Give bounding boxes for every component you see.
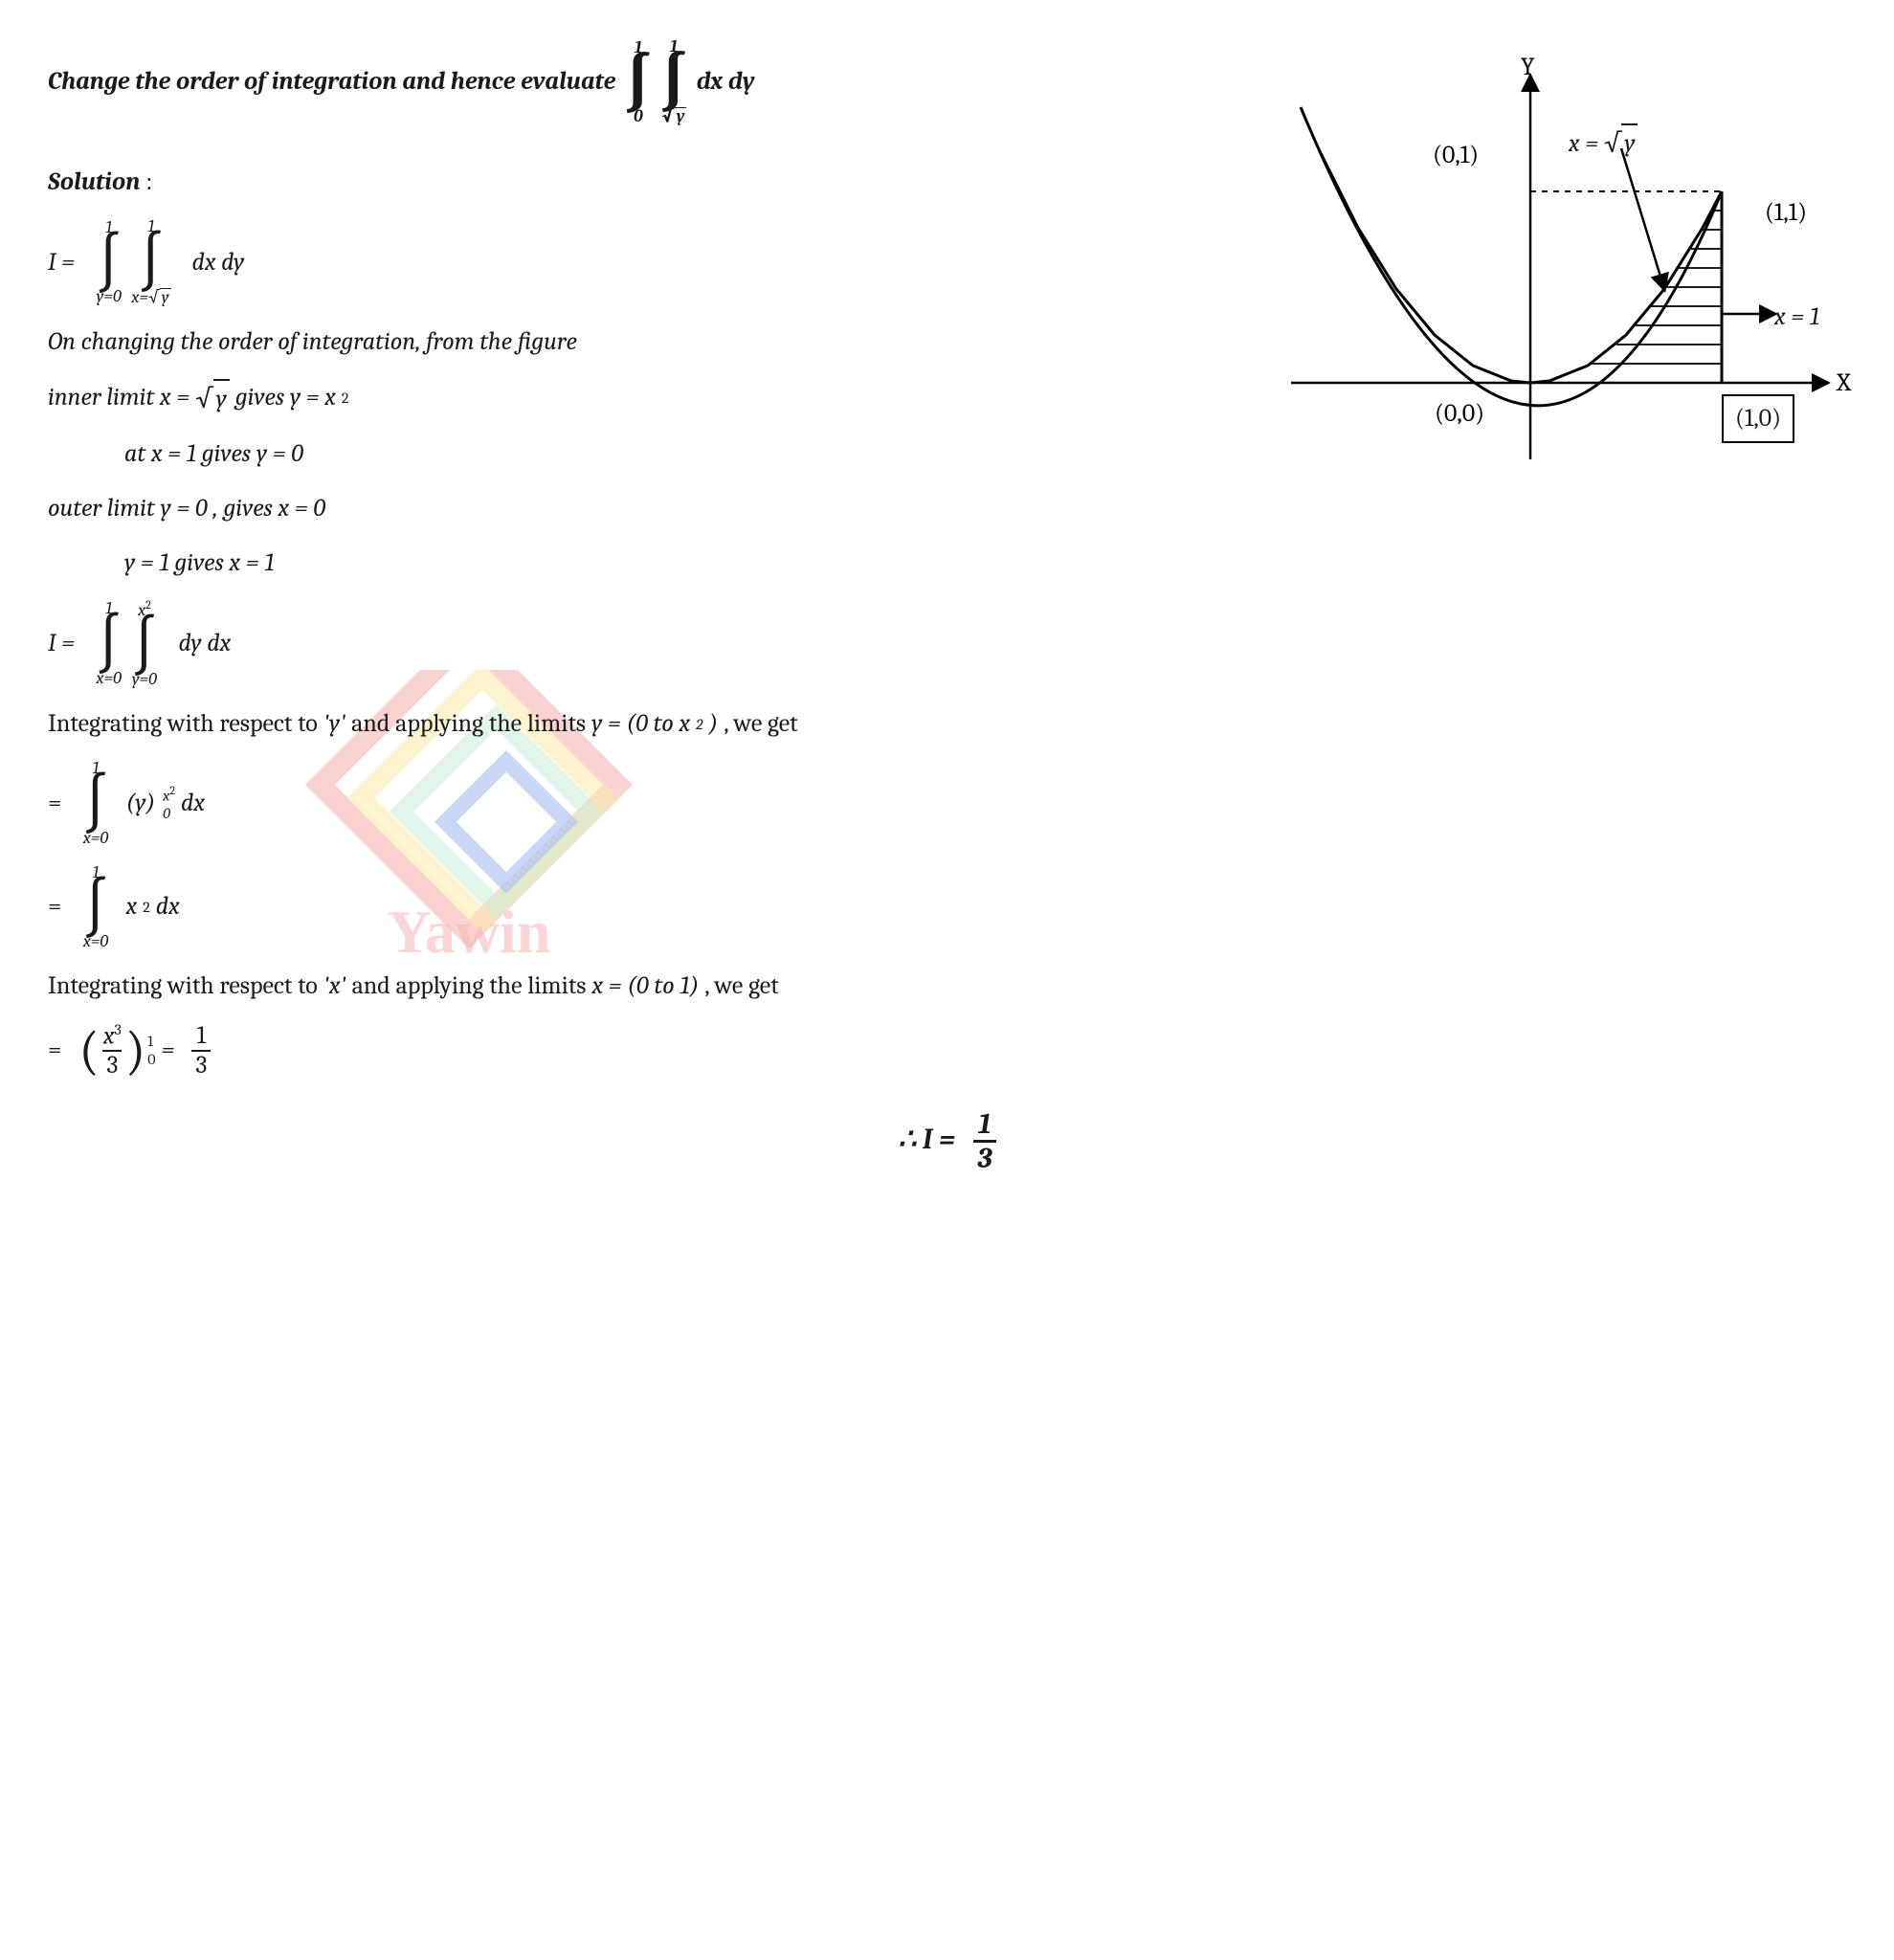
line-at-x1: at x = 1 gives y = 0 <box>124 435 1846 473</box>
step-integral-original: I = 1 ∫ y=0 1 ∫ x=√y dx dy <box>48 218 1846 305</box>
solution-heading: Solution: <box>48 164 1846 201</box>
step-x2: = 1 ∫ x=0 x2 dx <box>48 864 1846 950</box>
final-answer: ∴ I = 1 3 <box>48 1108 1846 1174</box>
line-outer-limit: outer limit y = 0 , gives x = 0 <box>48 490 1846 527</box>
line-integrating-y: Integrating with respect to 'y' and appl… <box>48 705 1846 743</box>
line-integrating-x: Integrating with respect to 'x' and appl… <box>48 968 1846 1005</box>
line-y1: y = 1 gives x = 1 <box>124 545 1846 582</box>
question: Change the order of integration and henc… <box>48 38 1846 125</box>
question-integrand: dx dy <box>697 63 755 100</box>
step-eval-y: = 1 ∫ x=0 (y) x2 0 dx <box>48 760 1846 846</box>
question-integral: 1 ∫ 0 1 ∫ √y <box>625 38 686 125</box>
question-text: Change the order of integration and henc… <box>48 63 615 100</box>
step-final-eval: = ( x3 3 ) 1 0 = 1 3 <box>48 1022 1846 1080</box>
line-inner-limit: inner limit x = √y gives y = x2 <box>48 378 1846 418</box>
line-changing-order: On changing the order of integration, fr… <box>48 323 1846 361</box>
step-integral-changed: I = 1 ∫ x=0 x2 ∫ y=0 dy dx <box>48 599 1846 688</box>
